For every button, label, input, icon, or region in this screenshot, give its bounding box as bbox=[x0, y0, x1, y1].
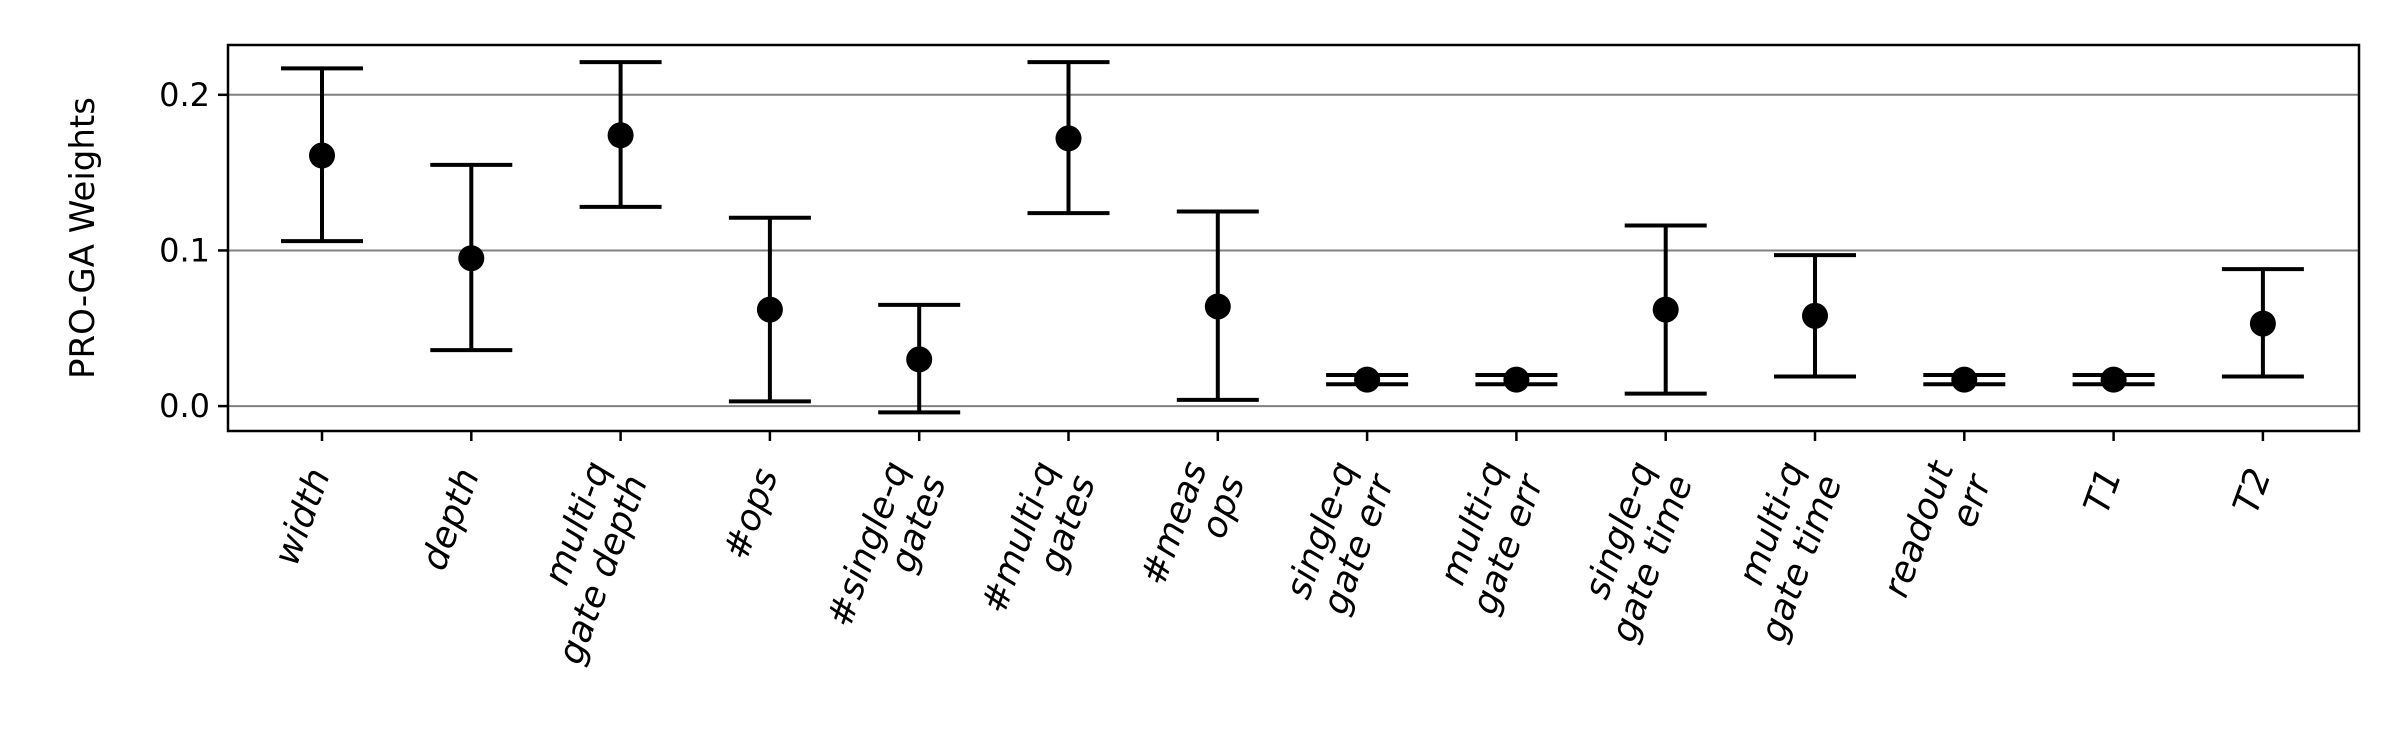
y-axis-ticks: 0.0 0.1 0.2 bbox=[159, 76, 228, 425]
error-bar bbox=[281, 66, 363, 244]
x-tick-label-line: depth bbox=[414, 463, 488, 575]
error-bar bbox=[2221, 267, 2304, 379]
y-tick-label: 0.2 bbox=[159, 76, 210, 114]
x-tick-label: width bbox=[266, 463, 338, 570]
x-tick-label: depth bbox=[414, 463, 488, 575]
error-bar bbox=[728, 215, 811, 404]
plot-frame bbox=[226, 43, 2361, 433]
x-tick-label-line: T2 bbox=[2226, 463, 2280, 519]
mean-point bbox=[1951, 366, 1978, 393]
error-bar bbox=[430, 162, 513, 353]
mean-point bbox=[458, 245, 485, 272]
mean-point bbox=[2249, 310, 2276, 337]
mean-point bbox=[1055, 125, 1082, 152]
grid-lines bbox=[228, 93, 2359, 408]
error-bar bbox=[1923, 366, 2006, 393]
mean-point bbox=[756, 296, 783, 323]
x-tick-label-line: T1 bbox=[2076, 463, 2130, 519]
x-tick-label: T2 bbox=[2226, 463, 2280, 519]
error-bar bbox=[2072, 366, 2155, 393]
y-axis-title: PRO-GA Weights bbox=[63, 97, 103, 379]
error-bar bbox=[1624, 223, 1707, 396]
error-bar bbox=[878, 302, 961, 415]
error-bar bbox=[1475, 366, 1558, 393]
x-tick-label-line: readout bbox=[1876, 455, 1963, 603]
x-tick-label: #ops bbox=[716, 463, 787, 565]
mean-point bbox=[906, 346, 933, 373]
x-tick-label: multi-qgate depth bbox=[512, 456, 656, 669]
error-bar bbox=[1774, 253, 1856, 379]
mean-point bbox=[1503, 366, 1530, 393]
category-labels: width depth multi-qgate depth #ops #single-q… bbox=[266, 454, 2280, 670]
x-tick-label: single-qgate time bbox=[1566, 456, 1702, 647]
mean-point bbox=[309, 142, 335, 169]
x-tick-label: multi-qgate err bbox=[1426, 454, 1552, 619]
x-tick-label: #multi-qgates bbox=[974, 456, 1104, 632]
x-tick-label: #measops bbox=[1133, 456, 1253, 604]
error-bar bbox=[579, 60, 662, 209]
error-bar bbox=[1027, 60, 1110, 216]
x-tick-label: #single-qgates bbox=[820, 456, 955, 646]
y-tick-label: 0.0 bbox=[159, 387, 210, 425]
x-tick-label-line: width bbox=[266, 463, 338, 570]
x-tick-label: readouterr bbox=[1876, 454, 2001, 616]
error-bar bbox=[1326, 366, 1409, 393]
mean-point bbox=[1652, 296, 1679, 323]
x-tick-label: single-qgate err bbox=[1277, 454, 1403, 619]
x-tick-label-line: #ops bbox=[716, 463, 787, 565]
mean-point bbox=[1802, 302, 1828, 329]
error-bar bbox=[1176, 209, 1259, 402]
x-axis-ticks bbox=[320, 431, 2265, 441]
mean-point bbox=[1354, 366, 1381, 393]
mean-point bbox=[2100, 366, 2127, 393]
mean-point bbox=[1204, 293, 1231, 320]
x-tick-label: multi-qgate time bbox=[1715, 456, 1851, 647]
mean-point bbox=[607, 122, 634, 149]
y-tick-label: 0.1 bbox=[159, 231, 210, 269]
x-tick-label: T1 bbox=[2076, 463, 2130, 519]
error-bars bbox=[281, 60, 2304, 415]
